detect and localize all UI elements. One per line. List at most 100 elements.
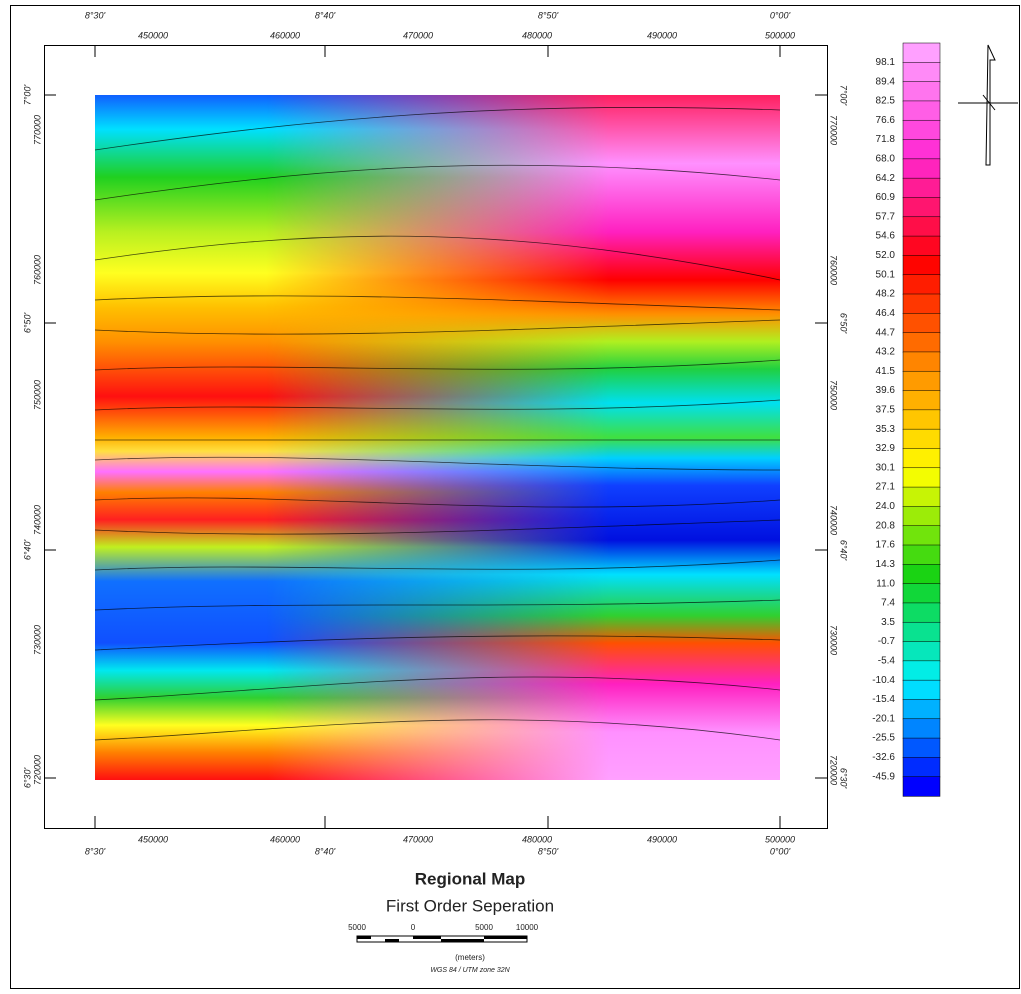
- legend-swatch: [902, 177, 941, 199]
- legend-swatch: [902, 216, 941, 237]
- left-utm-label: 740000: [32, 505, 42, 535]
- right-degree-label: 6°30': [839, 768, 849, 789]
- legend-swatch: [902, 62, 941, 83]
- contour-surface: [94, 95, 781, 780]
- left-degree-label: 6°50': [22, 313, 32, 334]
- bottom-utm-label: 500000: [765, 834, 795, 844]
- legend-swatch: [902, 255, 941, 276]
- right-utm-label: 770000: [829, 115, 839, 145]
- grid-ticks: [44, 45, 827, 828]
- bottom-degree-label: 8°40': [315, 846, 336, 856]
- legend-label: 46.4: [876, 308, 896, 319]
- legend-label: -25.5: [872, 733, 895, 744]
- legend-label: 37.5: [876, 404, 896, 415]
- north-arrow: [958, 44, 1018, 166]
- legend-label: 44.7: [876, 327, 896, 338]
- legend-swatch: [902, 197, 941, 218]
- legend-label: 20.8: [876, 520, 896, 531]
- top-utm-label: 460000: [270, 30, 300, 40]
- right-utm-label: 740000: [829, 505, 839, 535]
- legend-swatch: [902, 119, 941, 141]
- left-utm-label: 730000: [32, 625, 42, 655]
- legend-label: 24.0: [876, 501, 896, 512]
- legend-swatch: [902, 139, 941, 160]
- legend-label: 50.1: [876, 269, 896, 280]
- legend-swatch: [902, 313, 941, 334]
- right-degree-label: 6°40': [839, 540, 849, 561]
- legend-swatch: [902, 776, 941, 797]
- legend-label: 89.4: [876, 76, 896, 87]
- legend-label: -0.7: [878, 636, 896, 647]
- legend-label: 7.4: [881, 598, 895, 609]
- left-utm-label: 750000: [32, 380, 42, 410]
- legend-label: 3.5: [881, 617, 895, 628]
- legend-swatch: [902, 81, 941, 102]
- top-utm-label: 500000: [765, 30, 795, 40]
- bottom-degree-label: 8°50': [538, 846, 559, 856]
- legend-label: -45.9: [872, 771, 895, 782]
- map-subtitle: First Order Seperation: [386, 896, 554, 915]
- legend-label: 60.9: [876, 192, 896, 203]
- legend-swatch: [902, 158, 941, 179]
- legend-label: 48.2: [876, 289, 896, 300]
- legend-label: 35.3: [876, 424, 896, 435]
- legend-swatch: [902, 564, 941, 585]
- legend-label: 52.0: [876, 250, 896, 261]
- scale-label: 5000: [475, 923, 493, 932]
- legend-swatch: [902, 660, 941, 681]
- scale-label: 10000: [516, 923, 539, 932]
- legend-label: -10.4: [872, 675, 895, 686]
- legend-swatch: [902, 42, 941, 63]
- scale-label: 0: [411, 923, 416, 932]
- legend-swatch: [902, 525, 941, 546]
- legend-swatch: [902, 448, 941, 469]
- bottom-degree-label: 0°00': [770, 846, 791, 856]
- legend-label: 41.5: [876, 366, 896, 377]
- legend-swatch: [902, 351, 941, 372]
- left-degree-label: 6°30': [22, 768, 32, 789]
- right-degree-label: 7°00': [839, 85, 849, 106]
- left-utm-label: 760000: [32, 255, 42, 285]
- legend-swatch: [902, 293, 941, 314]
- legend-label: 57.7: [876, 211, 896, 222]
- legend-label: 71.8: [876, 134, 896, 145]
- scale-unit: (meters): [455, 953, 485, 962]
- legend-label: -32.6: [872, 752, 895, 763]
- legend-label: 14.3: [876, 559, 896, 570]
- legend-label: 76.6: [876, 115, 896, 126]
- top-degree-label: 8°50': [538, 10, 559, 20]
- legend-label: 39.6: [876, 385, 896, 396]
- legend-label: 11.0: [876, 578, 895, 589]
- legend-swatch: [902, 699, 941, 720]
- top-degree-label: 8°40': [315, 10, 336, 20]
- right-utm-label: 750000: [829, 380, 839, 410]
- legend-swatch: [902, 428, 941, 450]
- right-degree-label: 6°50': [839, 313, 849, 334]
- top-degree-label: 8°30': [85, 10, 106, 20]
- legend-label: 82.5: [876, 96, 896, 107]
- left-utm-label: 770000: [32, 115, 42, 145]
- legend-label: 27.1: [876, 482, 896, 493]
- legend-swatch: [902, 757, 941, 778]
- bottom-utm-label: 480000: [522, 834, 552, 844]
- right-utm-label: 730000: [829, 625, 839, 655]
- scale-label: 5000: [348, 923, 366, 932]
- legend-label: 30.1: [876, 462, 896, 473]
- bottom-utm-label: 450000: [138, 834, 168, 844]
- legend-label: 68.0: [876, 153, 896, 164]
- top-utm-label: 480000: [522, 30, 552, 40]
- legend-swatch: [902, 467, 941, 488]
- legend-swatch: [902, 235, 941, 257]
- legend-swatch: [902, 641, 941, 662]
- top-utm-label: 450000: [138, 30, 168, 40]
- map-title: Regional Map: [415, 869, 526, 888]
- legend-swatch: [902, 100, 941, 121]
- legend-swatch: [902, 332, 941, 353]
- legend-swatch: [902, 737, 941, 759]
- left-degree-label: 6°40': [22, 540, 32, 561]
- bottom-utm-label: 470000: [403, 834, 433, 844]
- legend-swatch: [902, 679, 941, 701]
- legend-swatch: [902, 602, 941, 623]
- legend-swatch: [902, 409, 941, 430]
